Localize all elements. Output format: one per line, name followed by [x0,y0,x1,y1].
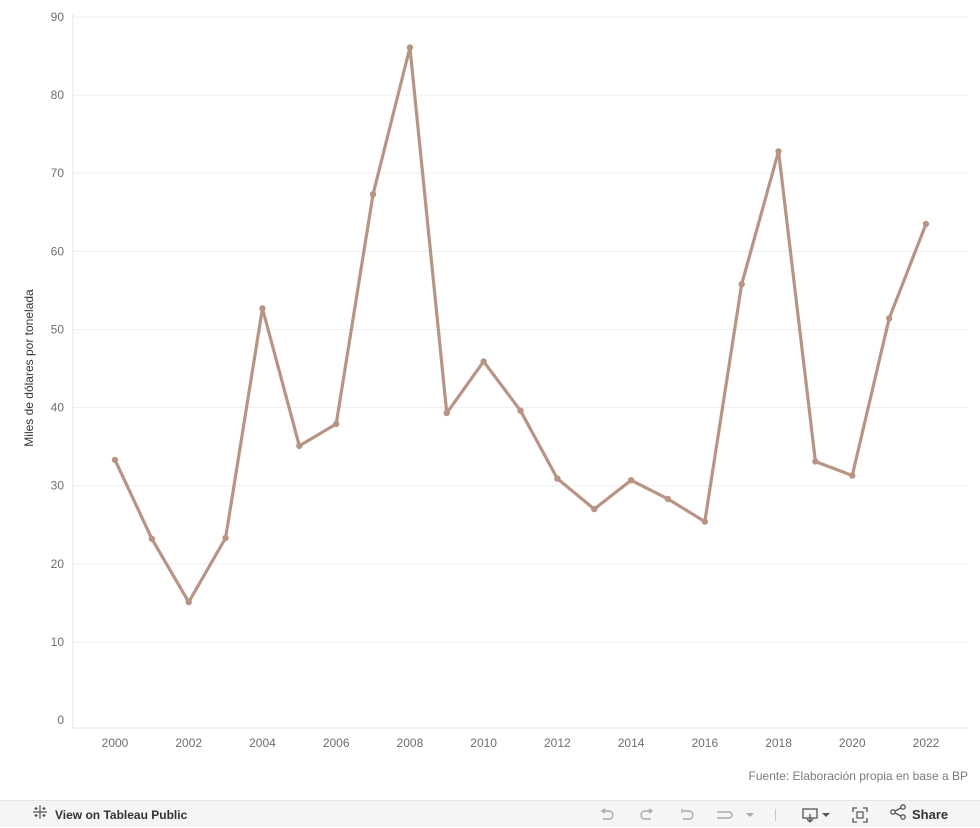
x-tick-label: 2020 [839,736,866,750]
share-icon [890,804,906,825]
x-tick-label: 2000 [102,736,129,750]
x-tick-label: 2016 [691,736,718,750]
share-button[interactable]: Share [890,801,948,828]
y-tick-label: 80 [51,88,65,102]
data-point[interactable] [554,475,561,482]
data-point[interactable] [332,420,340,428]
y-axis-title: Miles de dólares por tonelada [22,289,36,447]
revert-icon[interactable] [678,801,696,828]
data-point[interactable] [627,476,635,484]
data-point[interactable] [222,534,229,542]
data-point[interactable] [812,458,819,465]
y-tick-label: 0 [57,713,64,727]
y-axis-ticks: 0 10 20 30 40 50 60 70 80 90 [51,10,65,727]
data-point[interactable] [185,598,192,606]
tableau-logo-icon [32,804,48,825]
x-tick-label: 2008 [397,736,424,750]
line-chart: 0 10 20 30 40 50 60 70 80 90 2000 2002 2004 2006 2008… [22,10,968,750]
y-tick-label: 50 [51,322,65,336]
pause-icon[interactable] [714,801,736,828]
gridlines [73,16,968,643]
data-point[interactable] [517,407,524,414]
data-point[interactable] [591,505,598,513]
x-tick-label: 2010 [470,736,497,750]
x-tick-label: 2022 [913,736,940,750]
data-point[interactable] [369,191,377,198]
y-tick-label: 30 [51,479,65,493]
data-point[interactable] [775,148,782,155]
series-layer [111,44,930,606]
x-tick-label: 2004 [249,736,276,750]
x-tick-label: 2006 [323,736,350,750]
data-point[interactable] [406,44,414,51]
y-tick-label: 70 [51,166,65,180]
data-point[interactable] [849,472,856,479]
x-tick-label: 2012 [544,736,571,750]
data-point[interactable] [738,280,745,288]
y-tick-label: 20 [51,557,65,571]
chart-area: 0 10 20 30 40 50 60 70 80 90 2000 2002 2004 2006 2008… [22,10,968,783]
share-label: Share [912,807,949,822]
fullscreen-icon[interactable] [851,801,869,828]
view-on-tableau-link[interactable]: View on Tableau Public [32,801,187,828]
data-point[interactable] [296,442,303,450]
data-point[interactable] [701,518,709,525]
undo-icon[interactable] [598,801,616,828]
data-point[interactable] [885,315,893,322]
x-axis-ticks: 2000 2002 2004 2006 2008 2010 2012 2014 2016 2018… [102,736,940,750]
toolbar-divider [775,809,776,821]
tableau-toolbar: View on Tableau Public Share [0,800,980,827]
x-tick-label: 2018 [765,736,792,750]
y-tick-label: 60 [51,244,65,258]
data-point[interactable] [111,456,119,464]
data-point[interactable] [922,220,930,228]
download-icon[interactable] [800,801,832,828]
series-line[interactable] [113,45,928,604]
source-caption: Fuente: Elaboración propia en base a BP [748,769,968,783]
data-point[interactable] [480,358,487,365]
x-tick-label: 2014 [618,736,645,750]
y-tick-label: 10 [51,635,65,649]
dropdown-icon[interactable] [744,801,756,828]
view-on-tableau-label: View on Tableau Public [55,807,188,822]
data-point[interactable] [664,495,672,503]
x-tick-label: 2002 [175,736,202,750]
y-tick-label: 90 [51,10,65,24]
data-point[interactable] [259,305,266,312]
y-tick-label: 40 [51,401,65,415]
redo-icon[interactable] [638,801,656,828]
data-point[interactable] [443,409,450,417]
data-point[interactable] [148,535,156,542]
